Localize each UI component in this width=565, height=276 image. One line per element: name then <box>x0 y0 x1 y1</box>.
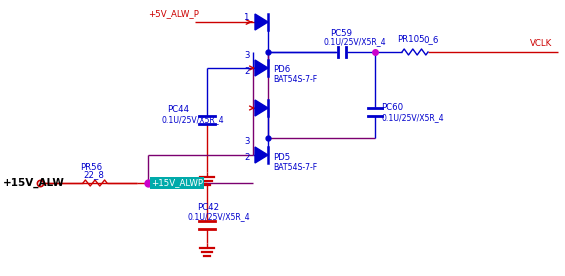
Text: PD6: PD6 <box>273 65 290 75</box>
Text: 2: 2 <box>244 153 250 163</box>
Text: 0.1U/25V/X5R_4: 0.1U/25V/X5R_4 <box>187 213 250 222</box>
Text: +15V_ALWP: +15V_ALWP <box>151 179 203 187</box>
Polygon shape <box>255 100 268 116</box>
Text: 22_8: 22_8 <box>83 171 104 179</box>
Text: PC44: PC44 <box>167 105 189 115</box>
Text: PR105: PR105 <box>397 36 425 44</box>
Text: VCLK: VCLK <box>530 39 552 49</box>
Text: +15V_ALW: +15V_ALW <box>3 178 65 188</box>
Text: BAT54S-7-F: BAT54S-7-F <box>273 163 317 171</box>
Text: PC60: PC60 <box>381 102 403 112</box>
Text: 1: 1 <box>243 14 249 23</box>
Text: 3: 3 <box>244 51 250 60</box>
Text: +5V_ALW_P: +5V_ALW_P <box>148 9 199 18</box>
Polygon shape <box>255 60 268 76</box>
Text: PC59: PC59 <box>330 30 352 38</box>
Text: 0_6: 0_6 <box>423 36 438 44</box>
Text: 0.1U/25V/X5R_4: 0.1U/25V/X5R_4 <box>381 113 444 123</box>
Polygon shape <box>255 147 268 163</box>
Text: PR56: PR56 <box>80 163 102 171</box>
Text: PD5: PD5 <box>273 153 290 161</box>
Text: 0.1U/25V/X5R_4: 0.1U/25V/X5R_4 <box>324 38 386 46</box>
Text: PC42: PC42 <box>197 203 219 211</box>
Text: 2: 2 <box>244 67 250 76</box>
Text: 3: 3 <box>244 137 250 145</box>
Text: BAT54S-7-F: BAT54S-7-F <box>273 76 317 84</box>
Polygon shape <box>255 14 268 30</box>
Text: 0.1U/25V/X5R_4: 0.1U/25V/X5R_4 <box>162 115 225 124</box>
